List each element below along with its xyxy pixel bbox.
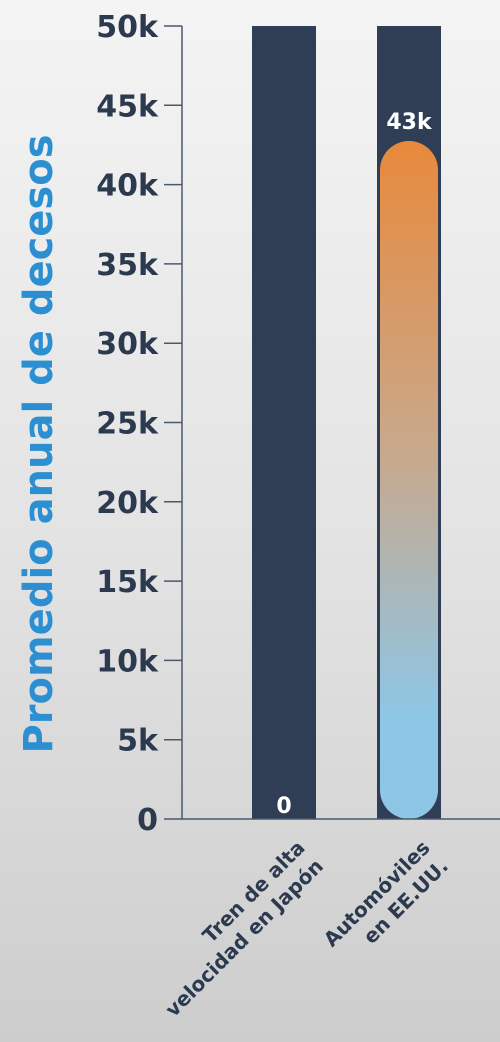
y-tick-label: 20k xyxy=(96,486,159,521)
y-tick-label: 25k xyxy=(96,407,159,442)
y-tick-label: 15k xyxy=(96,565,159,600)
y-axis: 0 5k 10k 15k 20k 25k 30k 35k 40k 45k 50k xyxy=(96,10,183,838)
y-tick-label: 30k xyxy=(96,327,159,362)
x-category-label-line: velocidad en Japón xyxy=(160,854,328,1022)
y-tick-label: 40k xyxy=(96,169,159,204)
y-axis-label: Promedio anual de decesos xyxy=(16,134,62,753)
bars: 0 43k xyxy=(252,26,441,819)
y-tick-label: 10k xyxy=(96,644,159,679)
data-label: 0 xyxy=(276,794,291,819)
bar-fill xyxy=(380,141,438,819)
y-tick-label: 50k xyxy=(96,10,159,45)
y-tick-label: 0 xyxy=(137,803,158,838)
y-tick-label: 35k xyxy=(96,248,159,283)
y-tick-label: 5k xyxy=(117,724,159,759)
bar-track xyxy=(252,26,316,819)
data-label: 43k xyxy=(386,110,433,135)
y-tick-label: 45k xyxy=(96,89,159,124)
